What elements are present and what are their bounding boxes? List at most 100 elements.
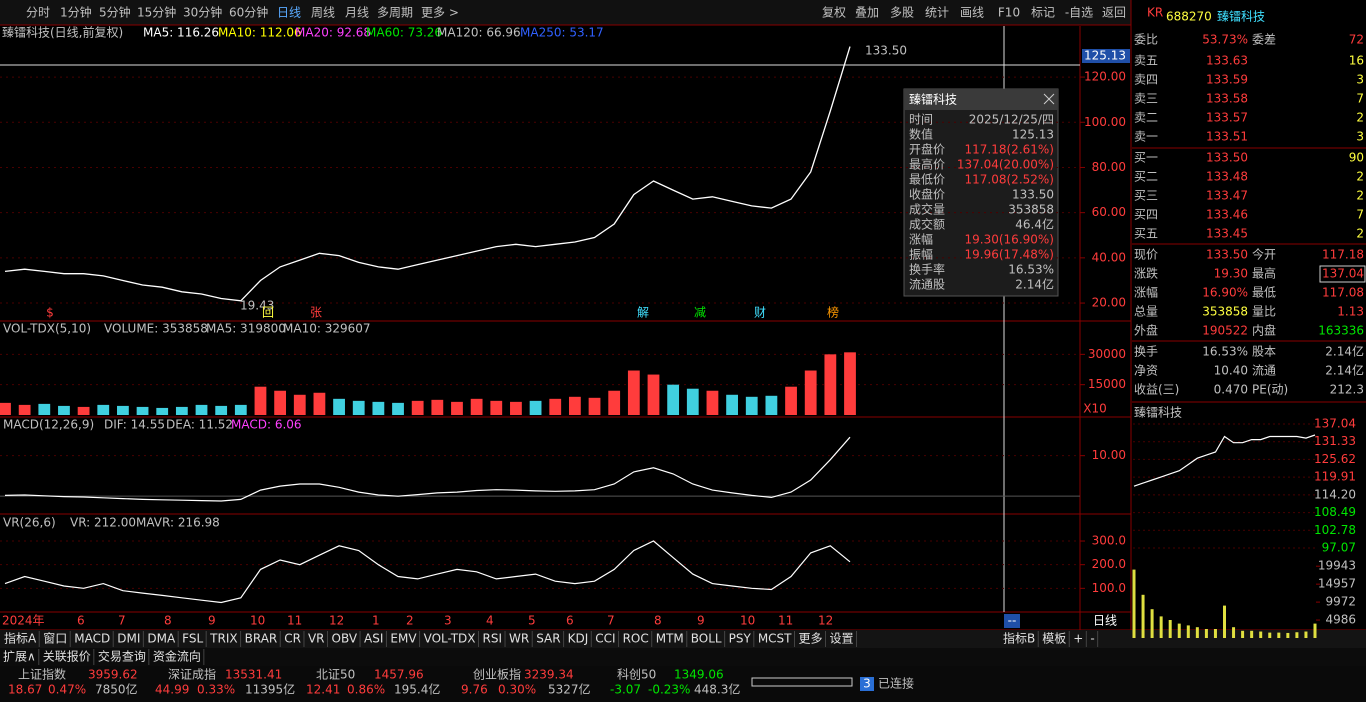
period-tab[interactable]: 周线 (311, 6, 335, 20)
y-tick-label: 125.62 (1314, 452, 1356, 466)
toolbar-button[interactable]: F10 (998, 6, 1020, 20)
stock-badge: KR (1147, 6, 1163, 20)
volume-bar (745, 396, 758, 415)
period-tab[interactable]: 60分钟 (229, 5, 268, 20)
volume-bar (765, 395, 778, 415)
intraday-volume (1223, 605, 1226, 638)
order-volume: 2 (1356, 111, 1364, 125)
volume-bar (588, 397, 601, 415)
toolbar-button[interactable]: -自选 (1065, 6, 1093, 20)
tab[interactable]: TRIX (209, 632, 237, 646)
event-marker[interactable]: $ (46, 306, 54, 320)
tab[interactable]: MCST (758, 632, 792, 646)
tab[interactable]: KDJ (568, 632, 589, 646)
tab[interactable]: ASI (364, 632, 383, 646)
order-label: 卖四 (1134, 73, 1158, 87)
toolbar-button[interactable]: 返回 (1102, 6, 1126, 20)
tab[interactable]: FSL (182, 632, 203, 646)
tab[interactable]: 指标A (4, 631, 37, 646)
tab[interactable]: VR (308, 632, 325, 646)
volume-bar (372, 401, 385, 415)
tab[interactable]: CR (284, 632, 301, 646)
tab[interactable]: 关联报价 (43, 649, 91, 664)
event-marker[interactable]: 减 (694, 306, 706, 320)
y-tick-label: 131.33 (1314, 434, 1356, 448)
tab[interactable]: EMV (390, 632, 417, 646)
index-name: 北证50 (316, 668, 355, 682)
tab[interactable]: WR (509, 632, 529, 646)
volume-bar (411, 400, 424, 415)
toolbar-button[interactable]: 复权 (822, 6, 846, 20)
tab[interactable]: 窗口 (43, 632, 67, 646)
toolbar-button[interactable]: 画线 (960, 6, 984, 20)
volume-bar (117, 405, 129, 415)
tooltip-value: 2025/12/25/四 (969, 113, 1054, 127)
tab[interactable]: 指标B (1003, 631, 1035, 646)
order-label: 买三 (1134, 189, 1158, 203)
tab[interactable]: + (1073, 632, 1083, 646)
period-tab[interactable]: 30分钟 (183, 5, 222, 20)
event-marker[interactable]: 解 (637, 306, 649, 320)
y-tick-label: 108.49 (1314, 505, 1356, 519)
event-marker[interactable]: 回 (262, 306, 274, 320)
tab[interactable]: BRAR (245, 632, 278, 646)
tab[interactable]: 模板 (1042, 632, 1066, 646)
event-marker[interactable]: 财 (754, 306, 766, 320)
tab[interactable]: 扩展∧ (3, 650, 36, 664)
tab[interactable]: ROC (623, 632, 649, 646)
ma-label: MA5: 116.26 (143, 26, 219, 40)
index-turnover: 11395亿 (245, 682, 295, 697)
tab[interactable]: 设置 (830, 632, 854, 646)
tab[interactable]: CCI (595, 632, 615, 646)
period-tab[interactable]: 分时 (26, 6, 50, 20)
volume-bar (38, 403, 51, 415)
tab[interactable]: SAR (536, 632, 560, 646)
quote-value: 133.50 (1206, 248, 1248, 262)
quote-label: 涨跌 (1134, 266, 1158, 281)
toolbar-button[interactable]: 多股 (890, 6, 914, 20)
toolbar-button[interactable]: 统计 (925, 6, 949, 20)
tab[interactable]: RSI (483, 632, 503, 646)
intraday-volume (1304, 631, 1308, 638)
toolbar-button[interactable]: 叠加 (855, 6, 879, 20)
period-tab[interactable]: 1分钟 (60, 5, 92, 20)
tab[interactable]: OBV (332, 632, 358, 646)
quote-value: 1.13 (1337, 305, 1364, 319)
tab[interactable]: 资金流向 (153, 649, 201, 664)
y-tick-label: 40.00 (1092, 250, 1126, 264)
tab[interactable]: DMI (117, 632, 140, 646)
period-tab[interactable]: 日线 (277, 6, 301, 20)
volume-bar (667, 384, 680, 415)
period-tab[interactable]: 15分钟 (137, 5, 176, 20)
tooltip-value: 16.53% (1008, 263, 1054, 277)
index-turnover: 7850亿 (95, 682, 138, 697)
volume-bar (352, 400, 365, 415)
order-ratio: 委比 (1134, 33, 1158, 47)
period-tab[interactable]: 5分钟 (99, 5, 131, 20)
quote-value: 16.53% (1202, 345, 1248, 359)
volume-bar (785, 386, 797, 415)
tab[interactable]: 交易查询 (98, 649, 146, 664)
toolbar-button[interactable]: 标记 (1031, 6, 1055, 20)
event-marker[interactable]: 榜 (827, 305, 839, 320)
tab[interactable]: MTM (656, 632, 684, 646)
period-tab[interactable]: 更多 > (421, 6, 459, 20)
volume-bar (510, 401, 522, 415)
tab[interactable]: PSY (729, 632, 752, 646)
stock-name: 臻镭科技 (1217, 9, 1265, 24)
tab[interactable]: - (1090, 632, 1094, 646)
quote-value: 190522 (1202, 324, 1248, 338)
quote-value: 19.30 (1214, 267, 1248, 281)
close-icon[interactable] (1043, 93, 1055, 105)
tab[interactable]: BOLL (691, 632, 722, 646)
tab[interactable]: MACD (74, 632, 110, 646)
period-tab[interactable]: 多周期 (377, 6, 413, 20)
order-price: 133.48 (1206, 170, 1248, 184)
tab[interactable]: VOL-TDX (424, 632, 476, 646)
tab[interactable]: DMA (147, 632, 176, 646)
x-tick-label: 7 (118, 614, 126, 628)
period-tab[interactable]: 月线 (345, 6, 369, 20)
event-marker[interactable]: 张 (310, 306, 322, 320)
tab[interactable]: 更多 (799, 632, 823, 646)
tooltip-value: 133.50 (1012, 188, 1054, 202)
